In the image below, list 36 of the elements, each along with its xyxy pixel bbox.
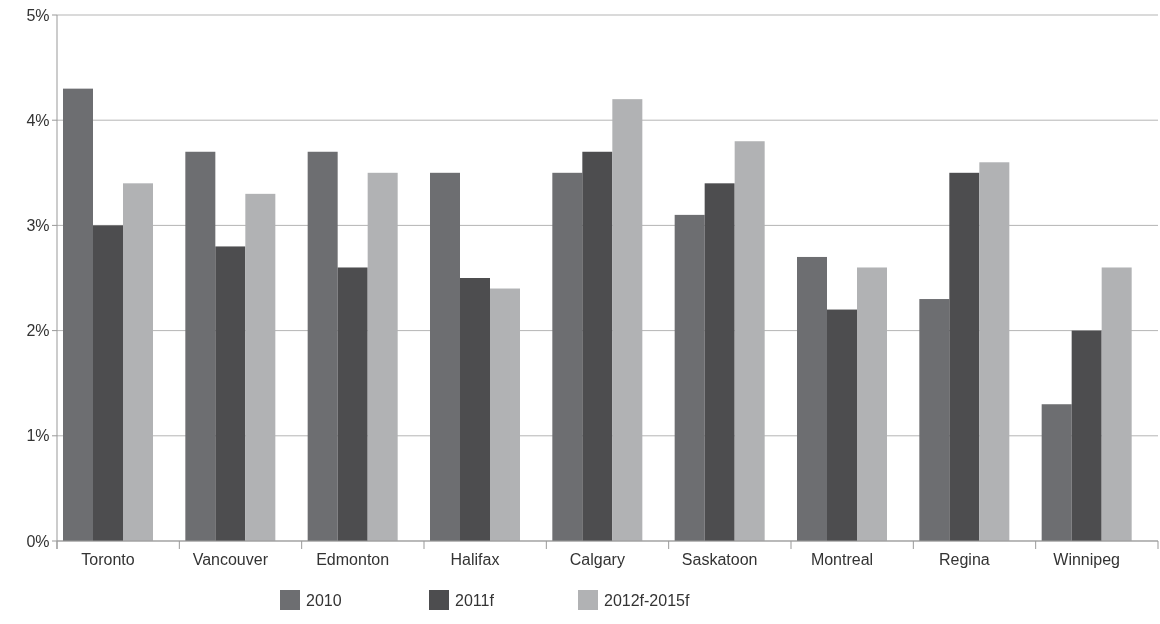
legend-label: 2012f-2015f xyxy=(604,591,690,609)
x-tick-label: Regina xyxy=(938,551,990,568)
bar xyxy=(949,172,980,541)
bar xyxy=(1071,330,1102,541)
x-tick-label: Calgary xyxy=(569,551,625,568)
y-tick-label: 4% xyxy=(26,111,50,129)
bar xyxy=(674,214,705,541)
y-tick-label: 5% xyxy=(26,6,50,24)
bar xyxy=(63,88,93,541)
y-tick-label: 1% xyxy=(26,427,50,445)
bar xyxy=(430,172,460,541)
x-tick-label: Halifax xyxy=(450,551,500,568)
y-tick-label: 0% xyxy=(26,532,50,550)
bar xyxy=(215,246,246,541)
x-tick-label: Winnipeg xyxy=(1053,551,1121,568)
bar xyxy=(1041,404,1072,541)
y-tick-label: 3% xyxy=(26,217,50,234)
legend-label: 2010 xyxy=(306,591,342,609)
bar xyxy=(704,183,735,541)
bar xyxy=(552,172,583,541)
x-tick-label: Saskatoon xyxy=(681,551,758,568)
x-tick-label: Edmonton xyxy=(316,551,390,568)
bar xyxy=(337,267,368,541)
bar xyxy=(185,151,216,541)
bar xyxy=(827,309,857,541)
bar xyxy=(307,151,338,541)
legend-label: 2011f xyxy=(455,591,495,609)
bar xyxy=(460,278,490,541)
x-tick-label: Toronto xyxy=(81,551,135,568)
bar xyxy=(582,151,613,541)
bar xyxy=(919,299,950,541)
x-tick-label: Montreal xyxy=(810,551,874,568)
x-tick-label: Vancouver xyxy=(192,551,269,568)
y-tick-label: 2% xyxy=(26,322,50,340)
bar xyxy=(797,256,827,541)
bar xyxy=(93,225,123,541)
